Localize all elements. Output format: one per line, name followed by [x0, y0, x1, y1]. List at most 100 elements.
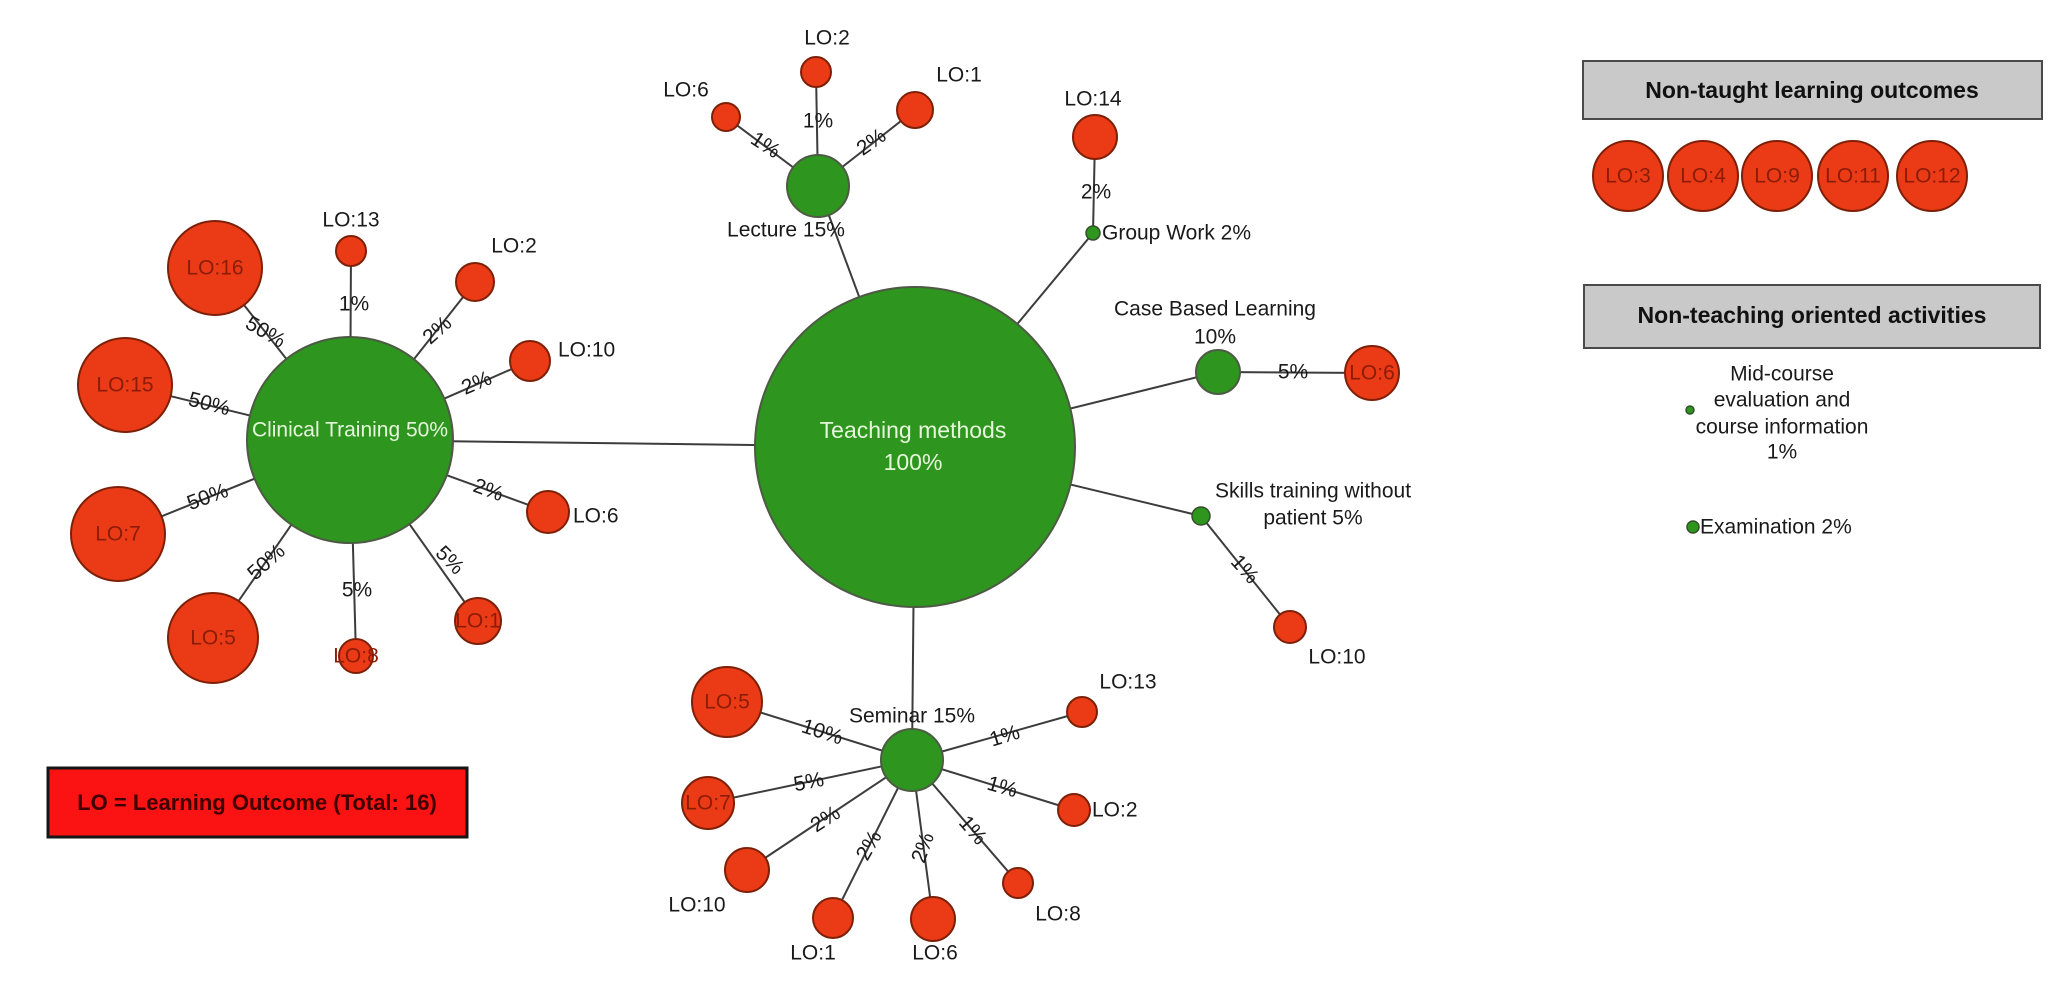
legend-label-lo4: LO:4	[1680, 165, 1726, 188]
outcome-label-lo2: LO:2	[491, 235, 537, 258]
outcome-node-lecture-lo1	[896, 91, 934, 129]
cluster-skills-training: Skills training without patient 5% LO:10…	[1191, 480, 1411, 669]
edge-pct-clinical-lo16: 50%	[242, 312, 290, 353]
legend-node-lo12	[1896, 140, 1968, 212]
group-work-dot	[1085, 225, 1101, 241]
mid-course-label-line2: evaluation and	[1714, 389, 1851, 412]
outcome-node-lo10	[509, 340, 551, 382]
outcome-node-seminar-lo5	[691, 666, 763, 738]
edge-pct-seminar-lo7: 5%	[792, 768, 826, 796]
cluster-case-based-learning: Case Based Learning 10% LO:6 5%	[1114, 298, 1400, 401]
outcome-node-seminar-lo1	[812, 897, 854, 939]
teaching-methods-label-line2: 100%	[884, 449, 943, 475]
edge-pct-seminar-lo8: 1%	[954, 811, 991, 849]
note-box-rect	[46, 766, 469, 839]
node-teaching-methods: Teaching methods 100%	[754, 286, 1076, 608]
edge-pct-seminar-lo5: 10%	[799, 715, 846, 750]
mid-course-label-line4: 1%	[1767, 441, 1797, 464]
legend-node-lo11	[1817, 140, 1889, 212]
edge-pct-clinical-lo1: 5%	[431, 541, 469, 579]
outcome-node-seminar-lo13	[1066, 696, 1098, 728]
edge-pct-casebased-lo6: 5%	[1278, 361, 1308, 384]
cluster-seminar: Seminar 15% LO:5 10% LO:7 5% LO:10 2% LO…	[668, 666, 1157, 965]
edge-pct-groupwork-lo14: 2%	[1081, 181, 1111, 204]
mid-course-label-line1: Mid-course	[1730, 363, 1834, 386]
mid-course-label-line3: course information	[1696, 416, 1869, 439]
legend-node-lo3	[1592, 140, 1664, 212]
outcome-node-lo15	[77, 337, 173, 433]
edge-seminar-lo7	[707, 759, 913, 804]
clinical-training-label: Clinical Training 50%	[252, 419, 448, 442]
outcome-label-lecture-lo2: LO:2	[804, 27, 850, 50]
note-box: LO = Learning Outcome (Total: 16)	[46, 766, 469, 839]
outcome-label-lo10: LO:10	[558, 339, 615, 362]
outcome-node-lo2	[455, 262, 495, 302]
teaching-methods-label-line1: Teaching methods	[820, 417, 1007, 443]
outcome-label-seminar-lo13: LO:13	[1099, 671, 1156, 694]
legend-node-lo4	[1667, 140, 1739, 212]
outcome-label-lo13: LO:13	[322, 209, 379, 232]
non-taught-title: Non-taught learning outcomes	[1645, 77, 1979, 103]
outcome-label-lo7: LO:7	[95, 523, 141, 546]
outcome-label-skills-lo10: LO:10	[1308, 646, 1365, 669]
cluster-clinical-training: Clinical Training 50% LO:16 50% LO:13 1%…	[70, 209, 619, 684]
legend-node-lo9	[1741, 140, 1813, 212]
outcome-label-lo16: LO:16	[186, 257, 243, 280]
legend-non-taught: Non-taught learning outcomes LO:3 LO:4 L…	[1582, 60, 2043, 212]
edge-pct-seminar-lo1: 2%	[852, 827, 887, 865]
outcome-node-lo1	[454, 597, 502, 645]
outcome-node-lo6	[526, 490, 570, 534]
examination-label: Examination 2%	[1700, 516, 1852, 539]
outcome-node-lecture-lo2	[800, 56, 832, 88]
outcome-label-seminar-lo1: LO:1	[790, 942, 836, 965]
outcome-node-lo14	[1072, 114, 1118, 160]
outcome-label-lo15: LO:15	[96, 374, 153, 397]
outcome-node-lo13	[335, 235, 367, 267]
non-teaching-title: Non-teaching oriented activities	[1638, 302, 1987, 328]
outcome-node-lo5	[167, 592, 259, 684]
legend-label-lo9: LO:9	[1754, 165, 1800, 188]
non-taught-header-box	[1582, 60, 2043, 120]
legend-label-lo3: LO:3	[1605, 165, 1651, 188]
edge-pct-clinical-lo10: 2%	[458, 367, 495, 400]
outcome-label-casebased-lo6: LO:6	[1349, 362, 1395, 385]
edge-pct-seminar-lo10: 2%	[806, 801, 844, 837]
skills-training-label-line2: patient 5%	[1263, 507, 1362, 530]
skills-training-label-line1: Skills training without	[1215, 480, 1411, 503]
legend-non-teaching: Non-teaching oriented activities Mid-cou…	[1583, 284, 2041, 539]
outcome-node-lo8	[338, 638, 374, 674]
outcome-label-lo5: LO:5	[190, 627, 236, 650]
outcome-label-seminar-lo6: LO:6	[912, 942, 958, 965]
outcome-node-seminar-lo10	[724, 847, 770, 893]
case-based-circle	[1195, 349, 1241, 395]
outcome-label-seminar-lo8: LO:8	[1035, 903, 1081, 926]
edge-pct-skills-lo10: 1%	[1226, 550, 1263, 588]
edge-pct-seminar-lo2: 1%	[985, 772, 1021, 802]
outcome-label-seminar-lo10: LO:10	[668, 894, 725, 917]
case-based-label-line2: 10%	[1194, 326, 1236, 349]
edge-pct-seminar-lo6: 2%	[907, 829, 939, 865]
teaching-methods-circle	[754, 286, 1076, 608]
lecture-circle	[786, 154, 850, 218]
edge-pct-lecture-lo2: 1%	[803, 110, 833, 133]
edge-seminar-lo10	[746, 759, 913, 871]
outcome-node-seminar-lo2	[1057, 793, 1091, 827]
mid-course-dot	[1685, 405, 1695, 415]
edge-pct-seminar-lo13: 1%	[987, 721, 1023, 752]
case-based-label-line1: Case Based Learning	[1114, 298, 1316, 321]
outcome-label-seminar-lo5: LO:5	[704, 691, 750, 714]
edge-pct-clinical-lo5: 50%	[243, 540, 290, 585]
examination-dot	[1686, 520, 1700, 534]
outcome-node-lo7	[70, 486, 166, 582]
outcome-node-seminar-lo6	[910, 896, 956, 942]
legend-label-lo11: LO:11	[1825, 165, 1881, 188]
outcome-label-seminar-lo7: LO:7	[685, 792, 731, 815]
edge-pct-clinical-lo2: 2%	[418, 312, 456, 349]
outcome-label-lo1: LO:1	[455, 610, 501, 633]
lecture-label: Lecture 15%	[727, 219, 845, 242]
seminar-label: Seminar 15%	[849, 705, 975, 728]
cluster-lecture: Lecture 15% LO:6 1% LO:2 1% LO:1 2%	[663, 27, 982, 242]
clinical-training-circle	[246, 336, 454, 544]
outcome-node-skills-lo10	[1273, 610, 1307, 644]
